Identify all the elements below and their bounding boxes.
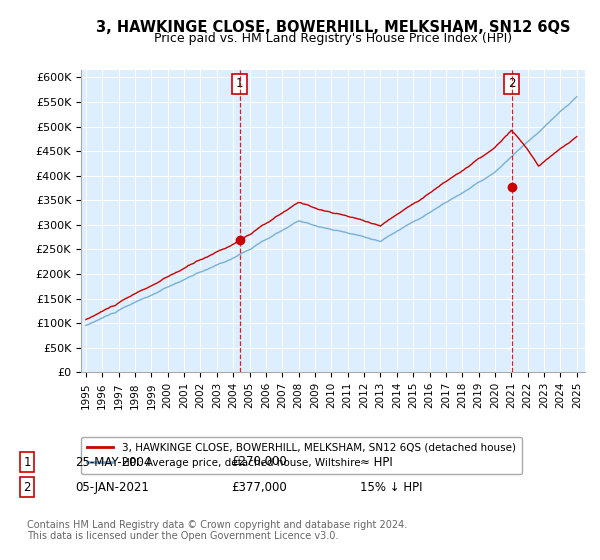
Text: 1: 1 — [23, 455, 31, 469]
Text: 15% ↓ HPI: 15% ↓ HPI — [360, 480, 422, 494]
Text: 25-MAY-2004: 25-MAY-2004 — [75, 455, 151, 469]
Text: 05-JAN-2021: 05-JAN-2021 — [75, 480, 149, 494]
Text: 2: 2 — [508, 77, 515, 90]
Text: Price paid vs. HM Land Registry's House Price Index (HPI): Price paid vs. HM Land Registry's House … — [154, 32, 512, 45]
Text: 3, HAWKINGE CLOSE, BOWERHILL, MELKSHAM, SN12 6QS: 3, HAWKINGE CLOSE, BOWERHILL, MELKSHAM, … — [96, 20, 570, 35]
Text: £270,000: £270,000 — [231, 455, 287, 469]
Legend: 3, HAWKINGE CLOSE, BOWERHILL, MELKSHAM, SN12 6QS (detached house), HPI: Average : 3, HAWKINGE CLOSE, BOWERHILL, MELKSHAM, … — [81, 437, 522, 474]
Text: Contains HM Land Registry data © Crown copyright and database right 2024.
This d: Contains HM Land Registry data © Crown c… — [27, 520, 407, 542]
Text: £377,000: £377,000 — [231, 480, 287, 494]
Text: ≈ HPI: ≈ HPI — [360, 455, 393, 469]
Text: 1: 1 — [236, 77, 244, 90]
Text: 2: 2 — [23, 480, 31, 494]
